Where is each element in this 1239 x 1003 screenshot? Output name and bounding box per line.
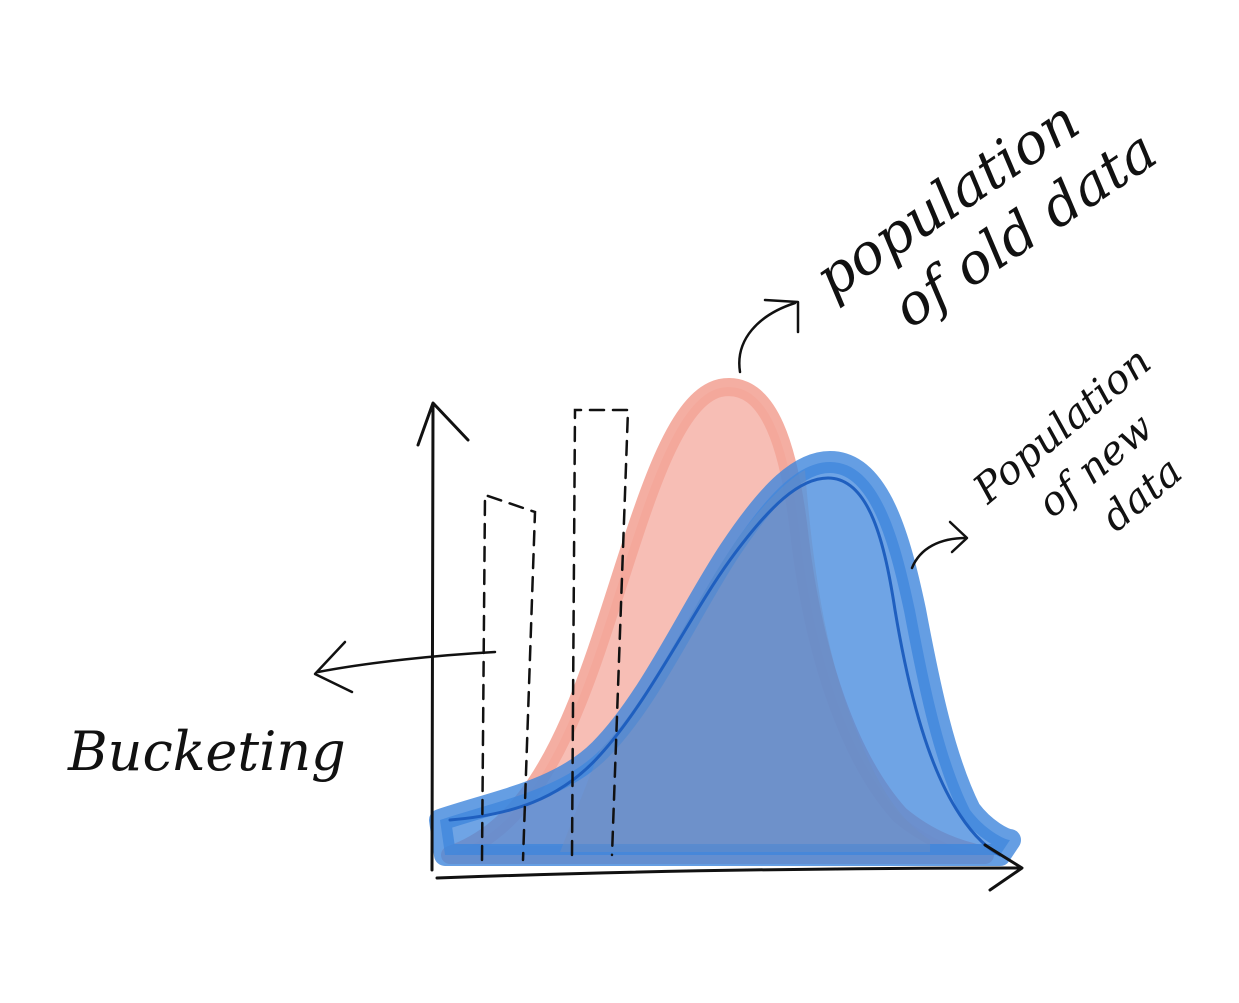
new-population-outline — [448, 476, 1002, 857]
old-arrow-icon — [738, 298, 800, 374]
bucket-bar-2 — [570, 408, 630, 857]
axes — [416, 401, 1024, 892]
overlap-region — [560, 470, 930, 852]
y-axis-arrowhead — [416, 401, 470, 447]
new-population-curve — [429, 451, 1021, 866]
y-axis — [430, 403, 435, 872]
old-population-label: population of old data — [803, 88, 1168, 341]
bucket-bar-1 — [480, 493, 537, 862]
bucketing-arrow-icon — [313, 640, 497, 694]
x-axis-arrowhead — [983, 843, 1024, 892]
x-axis — [435, 866, 1022, 880]
bucketing-label: Bucketing — [67, 720, 346, 783]
bucket-bars — [480, 408, 630, 862]
new-arrow-icon — [910, 520, 969, 570]
new-population-label: Population of new data — [964, 339, 1191, 541]
